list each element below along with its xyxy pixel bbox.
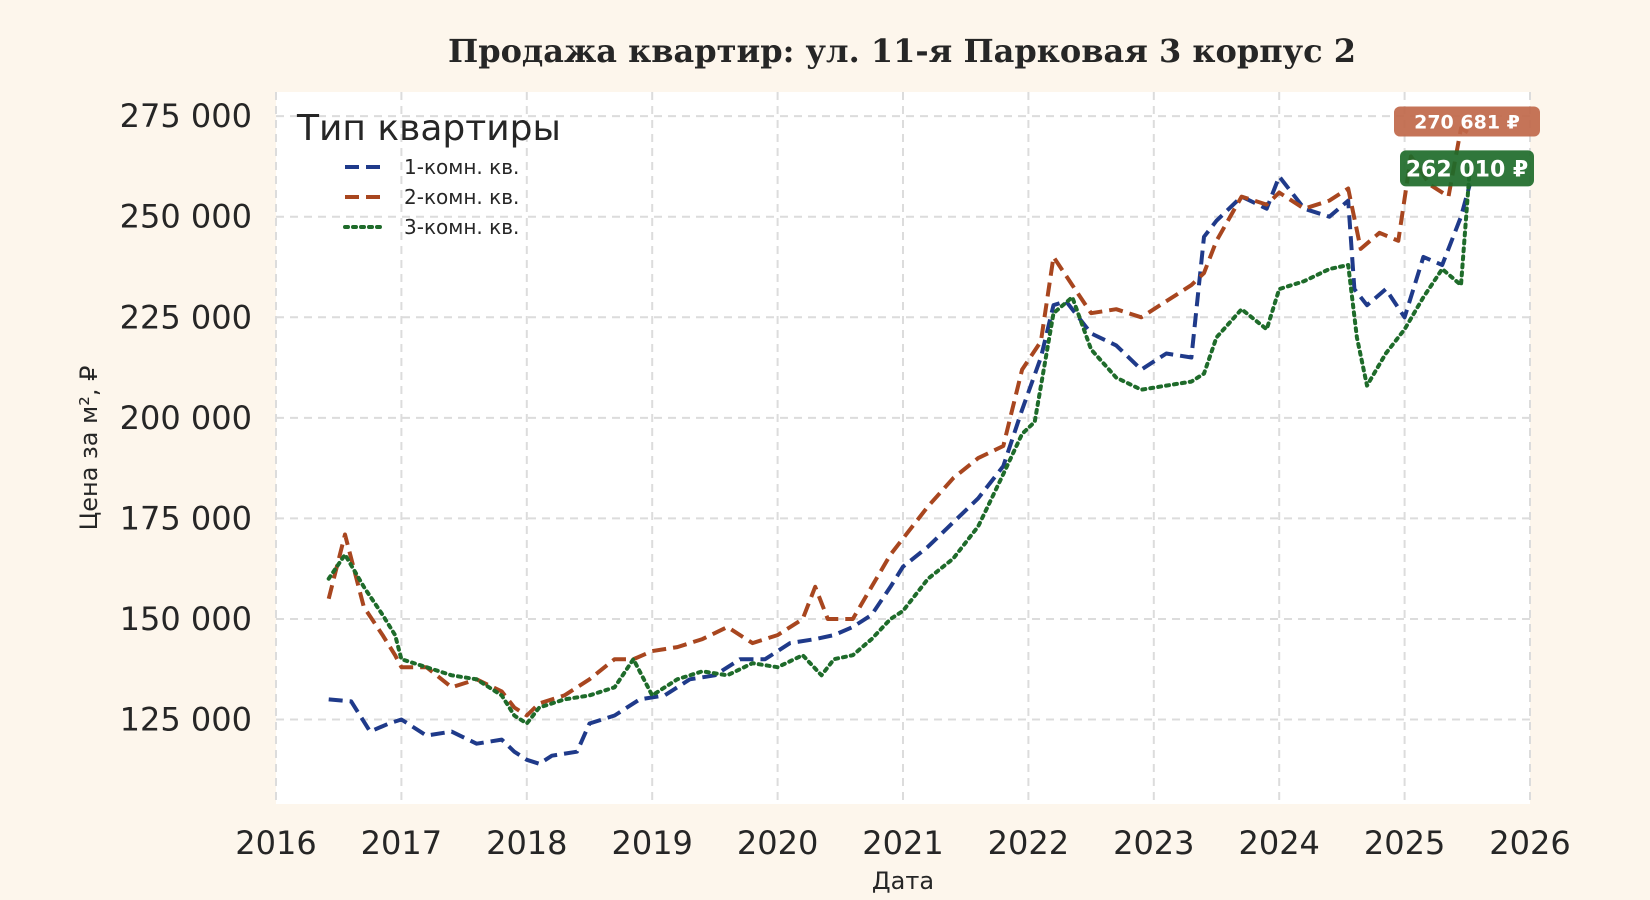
legend-entry-label: 3-комн. кв. [404,215,519,239]
y-ticks: 125 000 150 000 175 000 200 000 225 000 250 0… [120,97,252,738]
series-lines [326,126,1472,766]
y-tick-label: 150 000 [120,600,252,638]
y-tick-label: 125 000 [120,701,252,739]
last-value-badge [1394,106,1540,137]
legend-entry-label: 2-комн. кв. [404,185,519,209]
x-axis-label: Дата [872,867,934,895]
legend-entry-label: 1-комн. кв. [404,155,519,179]
chart-title: Продажа квартир: ул. 11-я Парковая 3 кор… [448,32,1356,70]
annotations: 270 681 ₽ 262 010 ₽ [1394,106,1540,187]
grid [275,92,1531,804]
series-line-1-room [328,174,1472,766]
x-tick-label: 2026 [1489,824,1570,862]
last-value-label: 270 681 ₽ [1414,111,1520,133]
x-tick-label: 2019 [611,824,692,862]
x-tick-label: 2023 [1113,824,1194,862]
series-line-3-room [326,166,1472,726]
series-line-2-room [326,126,1471,718]
y-tick-label: 275 000 [120,97,252,135]
y-tick-label: 200 000 [120,399,252,437]
x-tick-label: 2025 [1364,824,1445,862]
y-tick-label: 225 000 [120,298,252,336]
last-value-label: 262 010 ₽ [1406,157,1528,182]
x-tick-label: 2020 [737,824,818,862]
x-tick-label: 2017 [361,824,442,862]
y-axis-label: Цена за м², ₽ [75,366,103,531]
x-tick-label: 2016 [235,824,316,862]
legend-title: Тип квартиры [296,108,561,149]
x-tick-label: 2021 [862,824,943,862]
last-value-badge [1400,150,1534,187]
y-tick-label: 250 000 [120,198,252,236]
legend: Тип квартиры 1-комн. кв. 2-комн. кв. 3-ком… [296,108,561,239]
x-tick-label: 2018 [486,824,567,862]
x-tick-label: 2024 [1238,824,1319,862]
y-tick-label: 175 000 [120,499,252,537]
x-ticks: 2016 2017 2018 2019 2020 2021 2022 2023 2024 2025… [235,824,1570,862]
x-tick-label: 2022 [988,824,1069,862]
